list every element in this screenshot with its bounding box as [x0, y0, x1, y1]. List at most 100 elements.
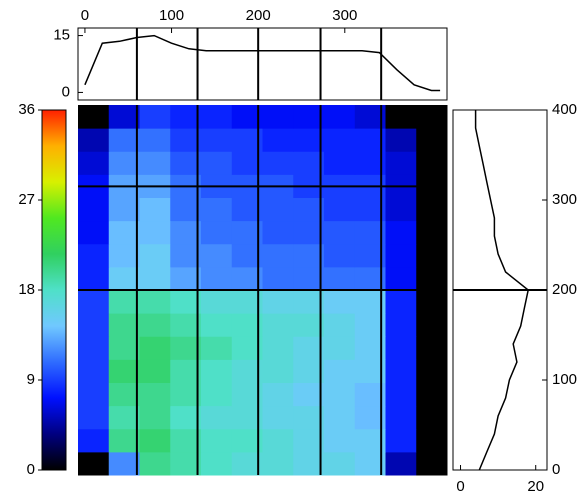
heat-cell [201, 290, 233, 314]
heat-cell [354, 266, 386, 291]
profile-line [474, 110, 530, 471]
heat-cell [108, 382, 140, 407]
heat-cell [324, 428, 356, 453]
heat-cell [324, 128, 356, 152]
heat-cell [108, 359, 140, 383]
heat-cell [201, 451, 233, 476]
heat-cell [231, 428, 263, 453]
heat-cell [354, 382, 386, 407]
heat-cell [108, 243, 140, 268]
heat-cell [385, 266, 417, 291]
colorbar-tick-label: 18 [18, 281, 35, 298]
heat-cell [231, 105, 263, 129]
heat-cell [262, 197, 294, 222]
colorbar-tick-label: 36 [18, 101, 35, 118]
heat-cell [108, 451, 140, 476]
heat-cell [262, 243, 294, 268]
heat-cell [354, 290, 386, 314]
heat-cell [170, 105, 202, 129]
heat-cell [78, 128, 110, 152]
heat-cell [324, 359, 356, 383]
heat-cell [108, 428, 140, 453]
heat-cell [262, 336, 294, 360]
y-tick-label: 0 [552, 461, 560, 478]
heat-cell [78, 382, 110, 407]
heat-cell [416, 220, 448, 245]
heat-cell [139, 405, 171, 430]
heat-cell [78, 290, 110, 314]
heat-cell [139, 220, 171, 245]
heat-cell [293, 313, 325, 337]
colorbar-tick-label: 27 [18, 191, 35, 208]
heat-cell [139, 290, 171, 314]
heat-cell [324, 405, 356, 430]
heat-cell [139, 243, 171, 268]
heat-cell [201, 428, 233, 453]
heat-cell [385, 243, 417, 268]
heat-cell [416, 105, 448, 129]
heat-cell [170, 405, 202, 430]
heat-cell [416, 151, 448, 175]
heat-cell [262, 128, 294, 152]
heat-cell [170, 382, 202, 407]
heat-cell [78, 428, 110, 453]
heat-cell [293, 451, 325, 476]
y-tick-label: 15 [53, 27, 70, 44]
heat-cell [416, 428, 448, 453]
heat-cell [170, 266, 202, 291]
heat-cell [354, 313, 386, 337]
heat-cell [262, 266, 294, 291]
heat-cell [354, 105, 386, 129]
heat-cell [108, 220, 140, 245]
x-tick-label: 20 [527, 478, 544, 495]
heat-cell [78, 405, 110, 430]
heat-cell [293, 336, 325, 360]
heat-cell [385, 382, 417, 407]
heat-cell [108, 336, 140, 360]
heat-cell [108, 290, 140, 314]
heat-cell [293, 105, 325, 129]
heat-cell [416, 313, 448, 337]
heat-cell [416, 266, 448, 291]
heat-cell [354, 220, 386, 245]
heat-cell [354, 451, 386, 476]
heat-cell [293, 290, 325, 314]
heat-cell [262, 313, 294, 337]
heat-cell [231, 243, 263, 268]
heat-cell [354, 243, 386, 268]
heat-cell [139, 151, 171, 175]
heat-cell [385, 290, 417, 314]
heat-cell [416, 336, 448, 360]
heat-cell [78, 336, 110, 360]
heat-cell [416, 359, 448, 383]
heat-cell [324, 451, 356, 476]
plot-frame [77, 27, 448, 101]
heat-cell [293, 197, 325, 222]
heat-cell [231, 359, 263, 383]
heat-cell [170, 220, 202, 245]
heat-cell [324, 220, 356, 245]
heat-cell [170, 151, 202, 175]
heat-cell [78, 359, 110, 383]
heat-cell [354, 128, 386, 152]
heat-cell [139, 336, 171, 360]
heat-cell [231, 151, 263, 175]
heat-cell [170, 336, 202, 360]
heat-cell [201, 336, 233, 360]
heat-cell [231, 451, 263, 476]
heat-cell [139, 428, 171, 453]
heat-cell [78, 105, 110, 129]
heat-cell [416, 128, 448, 152]
heat-cell [201, 151, 233, 175]
x-tick-label: 0 [456, 478, 464, 495]
y-tick-label: 200 [552, 281, 577, 298]
heat-cell [201, 243, 233, 268]
heat-cell [108, 128, 140, 152]
heat-cell [385, 451, 417, 476]
heat-cell [78, 451, 110, 476]
heat-cell [354, 359, 386, 383]
heat-cell [201, 359, 233, 383]
heat-cell [293, 151, 325, 175]
heat-cell [416, 405, 448, 430]
